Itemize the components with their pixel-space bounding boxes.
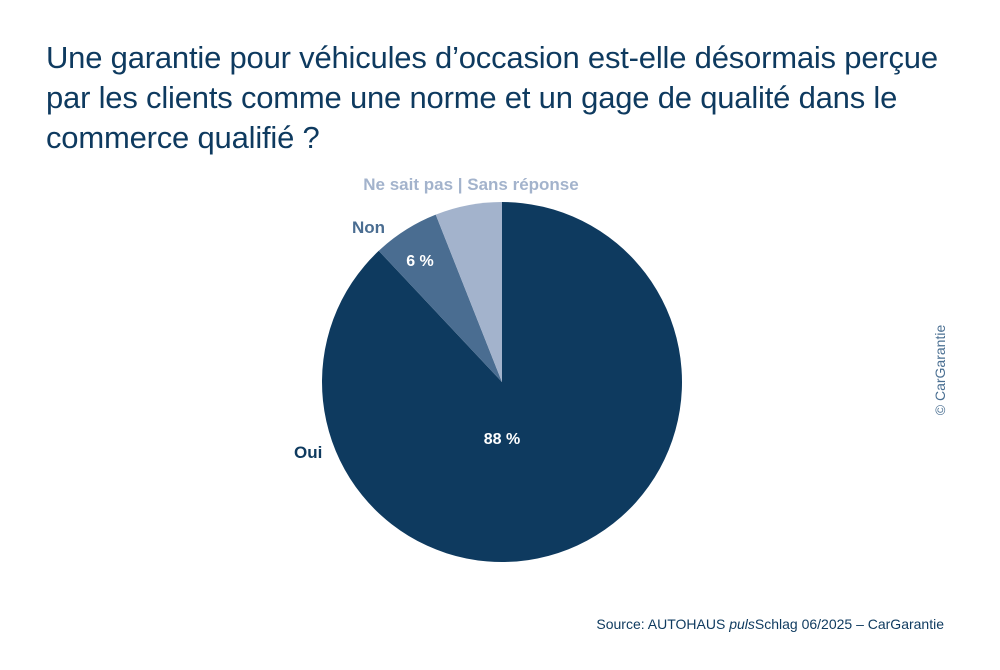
slice-category-label: Oui <box>294 443 322 462</box>
source-prefix: Source: AUTOHAUS <box>596 616 730 632</box>
slice-category-label: Ne sait pas | Sans réponse <box>363 175 578 194</box>
chart-title: Une garantie pour véhicules d’occasion e… <box>46 40 938 155</box>
pie-slice-oui <box>322 201 683 563</box>
source-note: Source: AUTOHAUS pulsSchlag 06/2025 – Ca… <box>596 616 944 632</box>
copyright-notice: © CarGarantie <box>932 324 948 416</box>
slice-value-label: 6 % <box>406 253 434 270</box>
slice-category-label: Non <box>352 218 385 237</box>
source-italic: puls <box>729 616 755 632</box>
slice-value-label: 88 % <box>484 431 520 448</box>
source-suffix: Schlag 06/2025 – CarGarantie <box>754 616 944 632</box>
pie-slice-ne-sait-pas-sans-r-ponse <box>435 202 502 382</box>
pie-slice-non <box>378 214 502 382</box>
